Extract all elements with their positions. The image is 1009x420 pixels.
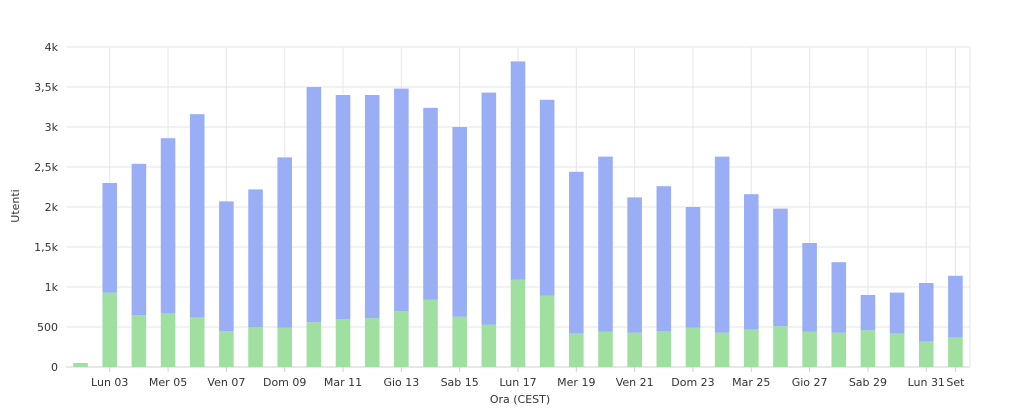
bar-segment-series-2[interactable] bbox=[306, 87, 322, 323]
bar-segment-series-2[interactable] bbox=[219, 201, 234, 331]
bar-segment-series-2[interactable] bbox=[277, 157, 292, 328]
bar-segment-series-1[interactable] bbox=[510, 279, 526, 367]
bar-segment-series-1[interactable] bbox=[744, 329, 759, 367]
bar-segment-series-1[interactable] bbox=[714, 332, 730, 367]
bar-segment-series-2[interactable] bbox=[860, 295, 876, 331]
bar-segment-series-1[interactable] bbox=[889, 333, 905, 367]
bar-segment-series-1[interactable] bbox=[918, 341, 934, 367]
bar-segment-series-1[interactable] bbox=[773, 326, 788, 367]
bar-segment-series-1[interactable] bbox=[306, 322, 322, 367]
x-tick-label: Lun 03 bbox=[91, 376, 128, 389]
bar-segment-series-2[interactable] bbox=[685, 207, 701, 328]
y-tick-label: 4k bbox=[45, 41, 59, 54]
bar-segment-series-2[interactable] bbox=[452, 127, 467, 317]
bar-segment-series-2[interactable] bbox=[423, 107, 438, 300]
bar-segment-series-2[interactable] bbox=[948, 275, 963, 338]
x-tick-label: Mer 05 bbox=[149, 376, 187, 389]
x-tick-label: Dom 23 bbox=[671, 376, 714, 389]
bar-segment-series-2[interactable] bbox=[773, 208, 788, 327]
x-tick-label: Lun 17 bbox=[499, 376, 536, 389]
x-tick-label: Ven 21 bbox=[616, 376, 654, 389]
bar-segment-series-2[interactable] bbox=[131, 163, 147, 315]
bar-segment-series-2[interactable] bbox=[189, 114, 205, 318]
bar-segment-series-2[interactable] bbox=[831, 262, 847, 333]
bar-segment-series-2[interactable] bbox=[539, 99, 555, 296]
bar-segment-series-2[interactable] bbox=[364, 95, 380, 319]
bar-segment-series-1[interactable] bbox=[627, 332, 642, 367]
y-tick-label: 1k bbox=[45, 281, 59, 294]
bar-segment-series-1[interactable] bbox=[189, 317, 205, 367]
bar-segment-series-1[interactable] bbox=[831, 332, 847, 367]
x-tick-label: Gio 13 bbox=[383, 376, 419, 389]
bar-segment-series-2[interactable] bbox=[160, 138, 176, 314]
x-tick-label: Sab 15 bbox=[441, 376, 479, 389]
bar-segment-series-1[interactable] bbox=[364, 318, 380, 367]
bar-segment-series-1[interactable] bbox=[248, 327, 263, 367]
y-tick-label: 1,5k bbox=[34, 241, 58, 254]
bar-segment-series-2[interactable] bbox=[627, 197, 642, 333]
y-tick-label: 3,5k bbox=[34, 81, 58, 94]
bar-segment-series-2[interactable] bbox=[714, 156, 730, 333]
bar-segment-series-1[interactable] bbox=[948, 337, 963, 367]
bar-segment-series-2[interactable] bbox=[569, 171, 584, 334]
bar-segment-series-1[interactable] bbox=[73, 363, 88, 367]
x-tick-label: Ven 07 bbox=[207, 376, 245, 389]
x-tick-label: Lun 31 bbox=[908, 376, 945, 389]
bar-segment-series-2[interactable] bbox=[335, 95, 351, 319]
bar-segment-series-2[interactable] bbox=[918, 283, 934, 342]
bar-segment-series-1[interactable] bbox=[598, 331, 613, 367]
bar-segment-series-2[interactable] bbox=[802, 243, 817, 332]
bar-segment-series-2[interactable] bbox=[889, 292, 905, 334]
x-tick-label: Mer 19 bbox=[557, 376, 595, 389]
x-tick-label: Mar 11 bbox=[324, 376, 362, 389]
bar-segment-series-1[interactable] bbox=[656, 331, 672, 367]
bar-segment-series-1[interactable] bbox=[160, 313, 176, 367]
bar-segment-series-1[interactable] bbox=[481, 324, 497, 367]
y-tick-label: 2,5k bbox=[34, 161, 58, 174]
bar-segment-series-1[interactable] bbox=[860, 330, 876, 367]
y-tick-label: 500 bbox=[37, 321, 58, 334]
bar-segment-series-2[interactable] bbox=[102, 183, 118, 293]
bar-segment-series-2[interactable] bbox=[248, 189, 263, 327]
bar-segment-series-2[interactable] bbox=[744, 194, 759, 330]
bar-segment-series-2[interactable] bbox=[598, 156, 613, 332]
y-axis-title: Utenti bbox=[9, 189, 22, 222]
y-tick-label: 2k bbox=[45, 201, 59, 214]
bar-segment-series-2[interactable] bbox=[656, 186, 672, 331]
x-axis-title: Ora (CEST) bbox=[490, 393, 550, 406]
bar-segment-series-1[interactable] bbox=[569, 333, 584, 367]
bar-segment-series-1[interactable] bbox=[423, 299, 438, 367]
x-tick-label: Mar 25 bbox=[732, 376, 770, 389]
bar-segment-series-1[interactable] bbox=[335, 319, 351, 367]
bar-segment-series-1[interactable] bbox=[452, 316, 467, 367]
bar-segment-series-1[interactable] bbox=[685, 327, 701, 367]
bar-segment-series-1[interactable] bbox=[219, 331, 234, 367]
bar-segment-series-1[interactable] bbox=[102, 292, 118, 367]
x-tick-label: Set bbox=[946, 376, 965, 389]
bar-segment-series-2[interactable] bbox=[510, 61, 526, 280]
y-tick-label: 3k bbox=[45, 121, 59, 134]
y-tick-label: 0 bbox=[51, 361, 58, 374]
x-tick-label: Gio 27 bbox=[792, 376, 828, 389]
bar-segment-series-1[interactable] bbox=[394, 311, 409, 367]
bar-segment-series-1[interactable] bbox=[539, 295, 555, 367]
bar-segment-series-1[interactable] bbox=[802, 331, 817, 367]
x-tick-label: Sab 29 bbox=[849, 376, 887, 389]
x-tick-label: Dom 09 bbox=[263, 376, 306, 389]
bar-segment-series-2[interactable] bbox=[394, 88, 409, 311]
bar-segment-series-1[interactable] bbox=[277, 327, 292, 367]
bar-segment-series-1[interactable] bbox=[131, 315, 147, 367]
bar-segment-series-2[interactable] bbox=[481, 92, 497, 325]
